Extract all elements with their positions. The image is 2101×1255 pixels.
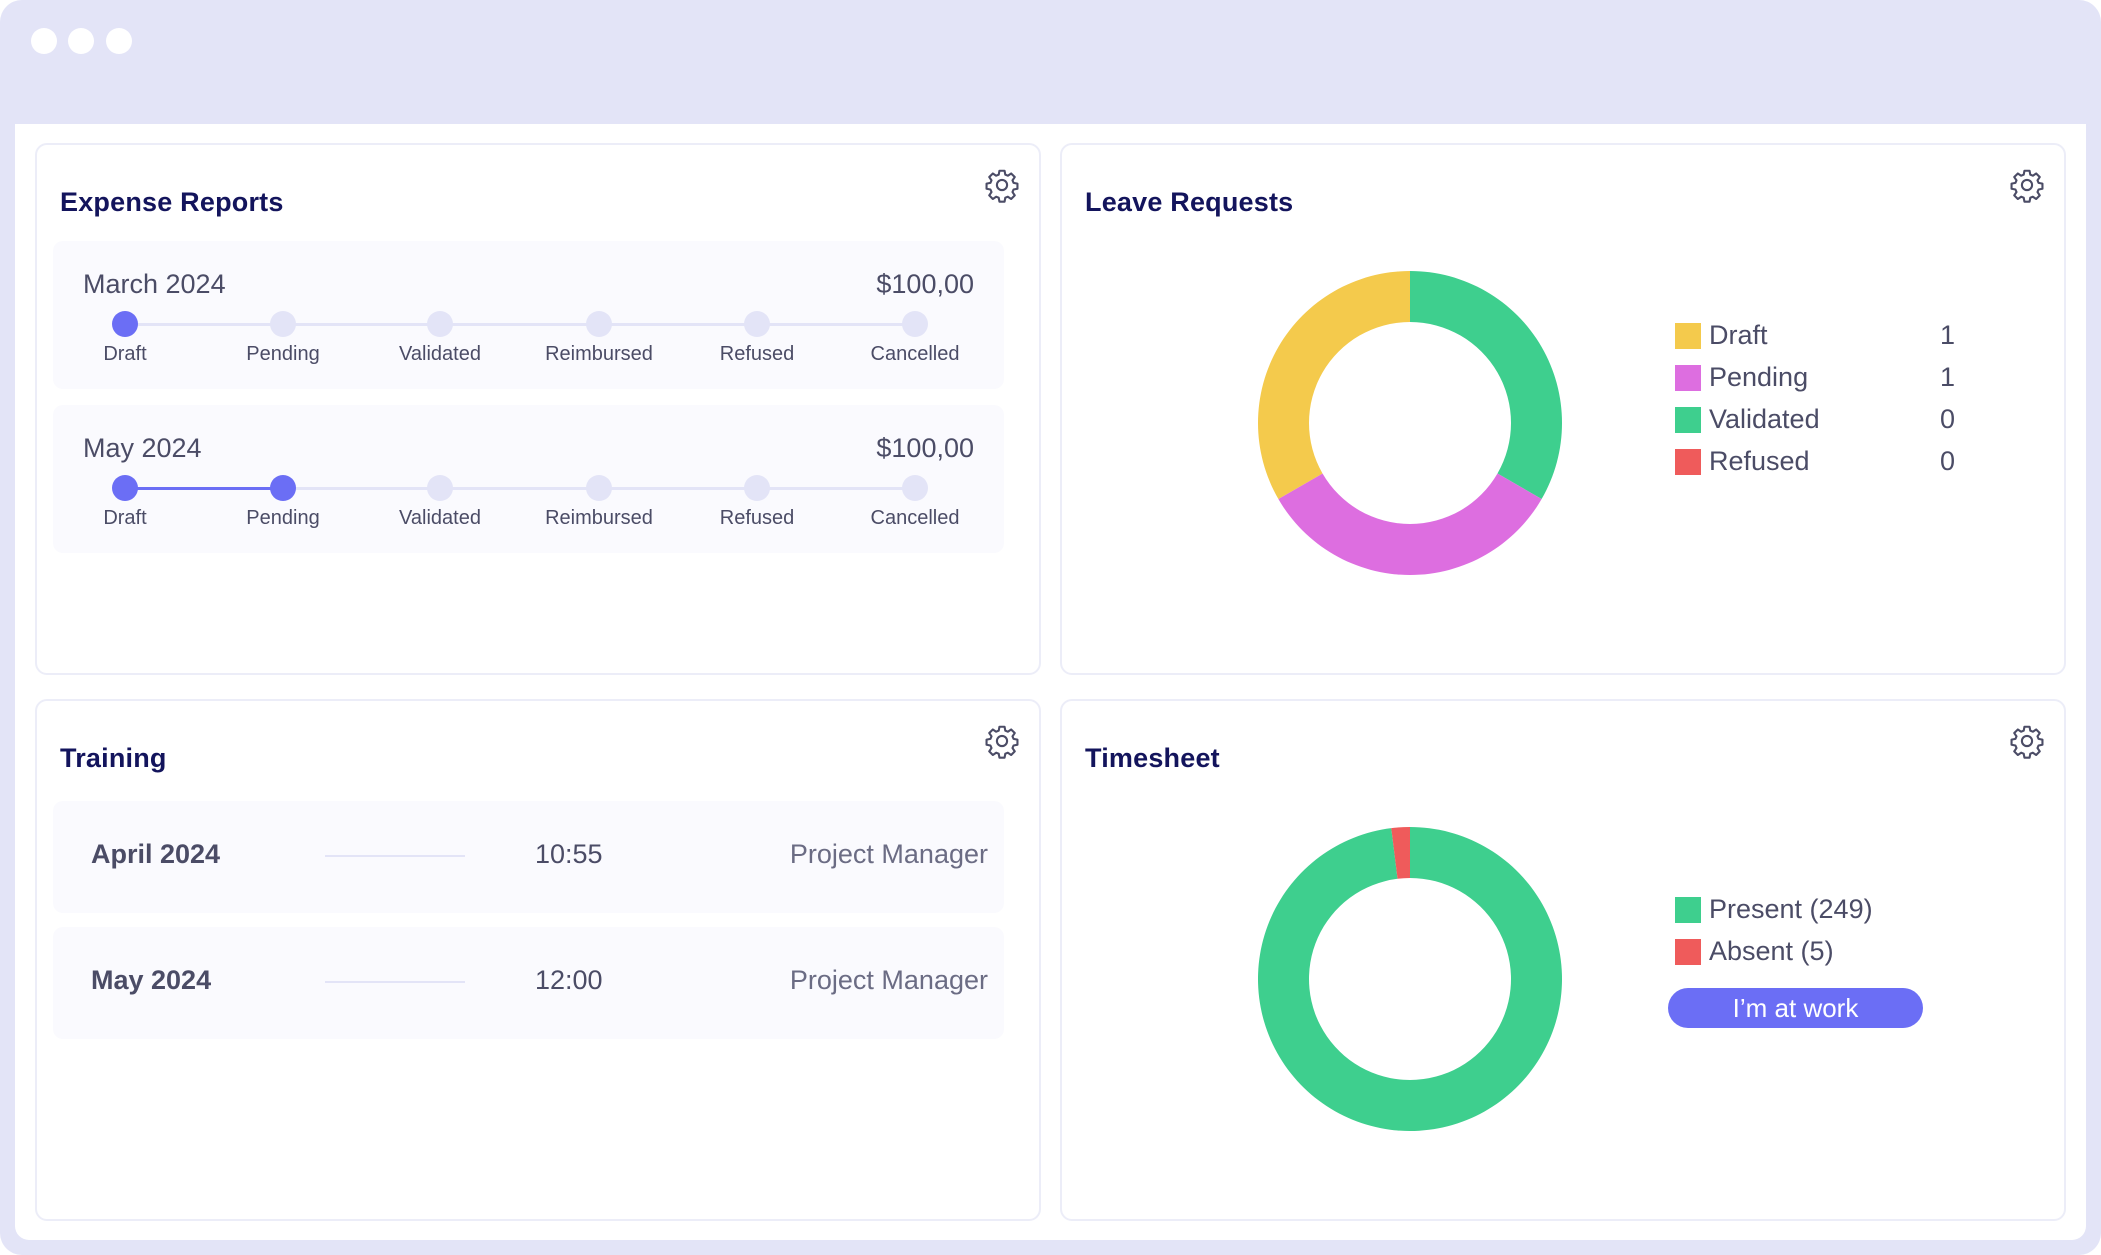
training-role: Project Manager <box>789 839 988 869</box>
expense-step-dot <box>902 475 928 501</box>
legend-count: 0 <box>1939 404 1955 434</box>
training-time: 10:55 <box>535 839 603 869</box>
expense-report-amount: $100,00 <box>876 433 974 463</box>
expense-step-dot <box>902 311 928 337</box>
timesheet-donut-chart <box>1258 827 1562 1131</box>
timesheet-card: Timesheet <box>1060 699 2066 1221</box>
training-title: Training <box>60 743 167 773</box>
expense-step-dot <box>112 475 138 501</box>
legend-swatch <box>1675 897 1701 923</box>
expense-step-label: Pending <box>246 507 320 529</box>
expense-step-label: Cancelled <box>870 507 960 529</box>
legend-swatch <box>1675 407 1701 433</box>
legend-count: 1 <box>1939 320 1955 350</box>
legend-label: Absent (5) <box>1709 936 1834 966</box>
expense-report-row[interactable]: March 2024 $100,00 Draft Pending Validated Re… <box>53 241 1004 389</box>
training-divider <box>325 981 465 983</box>
dashboard: Expense Reports March 2024 $100,00 Draft Pe… <box>15 124 2086 1240</box>
legend-item: Pending 1 <box>1675 362 1975 392</box>
expense-step-label: Refused <box>719 343 795 365</box>
training-time: 12:00 <box>535 965 603 995</box>
training-row[interactable]: April 2024 10:55 Project Manager <box>53 801 1004 913</box>
legend-label: Draft <box>1709 320 1768 350</box>
expense-step-label: Reimbursed <box>545 343 653 365</box>
expense-step-label: Validated <box>399 507 481 529</box>
expense-step-label: Draft <box>103 507 147 529</box>
leave-requests-title: Leave Requests <box>1085 187 1294 217</box>
expense-report-month: March 2024 <box>83 269 226 299</box>
expense-step-dot <box>586 311 612 337</box>
leave-donut-slice-draft <box>1258 271 1410 499</box>
training-month: April 2024 <box>91 839 221 869</box>
legend-swatch <box>1675 449 1701 475</box>
training-divider <box>325 855 465 857</box>
expense-step-label: Refused <box>719 507 795 529</box>
timesheet-donut-slice-absent <box>1391 827 1410 879</box>
legend-count: 1 <box>1939 362 1955 392</box>
legend-label: Validated <box>1709 404 1820 434</box>
timesheet-title: Timesheet <box>1085 743 1220 773</box>
expense-report-month: May 2024 <box>83 433 202 463</box>
expense-step-label: Draft <box>103 343 147 365</box>
expense-progress-fill <box>125 487 283 490</box>
legend-item: Absent (5) <box>1675 936 1975 966</box>
gear-icon <box>2010 169 2044 203</box>
legend-swatch <box>1675 365 1701 391</box>
expense-step-label: Validated <box>399 343 481 365</box>
legend-item: Validated 0 <box>1675 404 1975 434</box>
window-close-button[interactable] <box>31 28 57 54</box>
expense-reports-gear-icon[interactable] <box>984 167 1020 203</box>
training-gear-icon[interactable] <box>984 723 1020 759</box>
im-at-work-button[interactable]: I’m at work <box>1668 988 1923 1028</box>
expense-step-dot <box>112 311 138 337</box>
expense-step-label: Reimbursed <box>545 507 653 529</box>
expense-step-label: Pending <box>246 343 320 365</box>
legend-label: Refused <box>1709 446 1810 476</box>
leave-donut-slice-pending <box>1278 473 1542 575</box>
timesheet-donut-slice-present <box>1258 827 1562 1131</box>
gear-icon <box>985 169 1019 203</box>
expense-step-dot <box>586 475 612 501</box>
window-maximize-button[interactable] <box>106 28 132 54</box>
timesheet-gear-icon[interactable] <box>2009 723 2045 759</box>
expense-report-row[interactable]: May 2024 $100,00 Draft Pending Validated Reim… <box>53 405 1004 553</box>
expense-step-dot <box>744 311 770 337</box>
legend-swatch <box>1675 323 1701 349</box>
legend-swatch <box>1675 939 1701 965</box>
training-row[interactable]: May 2024 12:00 Project Manager <box>53 927 1004 1039</box>
gear-icon <box>2010 725 2044 759</box>
expense-report-amount: $100,00 <box>876 269 974 299</box>
leave-requests-gear-icon[interactable] <box>2009 167 2045 203</box>
expense-step-dot <box>427 475 453 501</box>
training-month: May 2024 <box>91 965 212 995</box>
legend-item: Refused 0 <box>1675 446 1975 476</box>
expense-step-dot <box>270 475 296 501</box>
expense-progress-track <box>125 323 915 326</box>
legend-label: Present (249) <box>1709 894 1873 924</box>
expense-progress-track <box>125 487 915 490</box>
training-card: Training April 2024 10:55 Project Manager M… <box>35 699 1041 1221</box>
expense-step-dot <box>744 475 770 501</box>
leave-requests-card: Leave Requests <box>1060 143 2066 675</box>
legend-item: Present (249) <box>1675 894 1975 924</box>
window-titlebar <box>0 0 2101 124</box>
legend-item: Draft 1 <box>1675 320 1975 350</box>
expense-step-label: Cancelled <box>870 343 960 365</box>
window-minimize-button[interactable] <box>68 28 94 54</box>
expense-reports-title: Expense Reports <box>60 187 284 217</box>
expense-step-dot <box>270 311 296 337</box>
leave-requests-donut-chart <box>1258 271 1562 575</box>
leave-donut-slice-validated <box>1410 271 1562 499</box>
gear-icon <box>985 725 1019 759</box>
legend-label: Pending <box>1709 362 1809 392</box>
expense-reports-card: Expense Reports March 2024 $100,00 Draft Pe… <box>35 143 1041 675</box>
expense-step-dot <box>427 311 453 337</box>
training-role: Project Manager <box>789 965 988 995</box>
legend-count: 0 <box>1939 446 1955 476</box>
